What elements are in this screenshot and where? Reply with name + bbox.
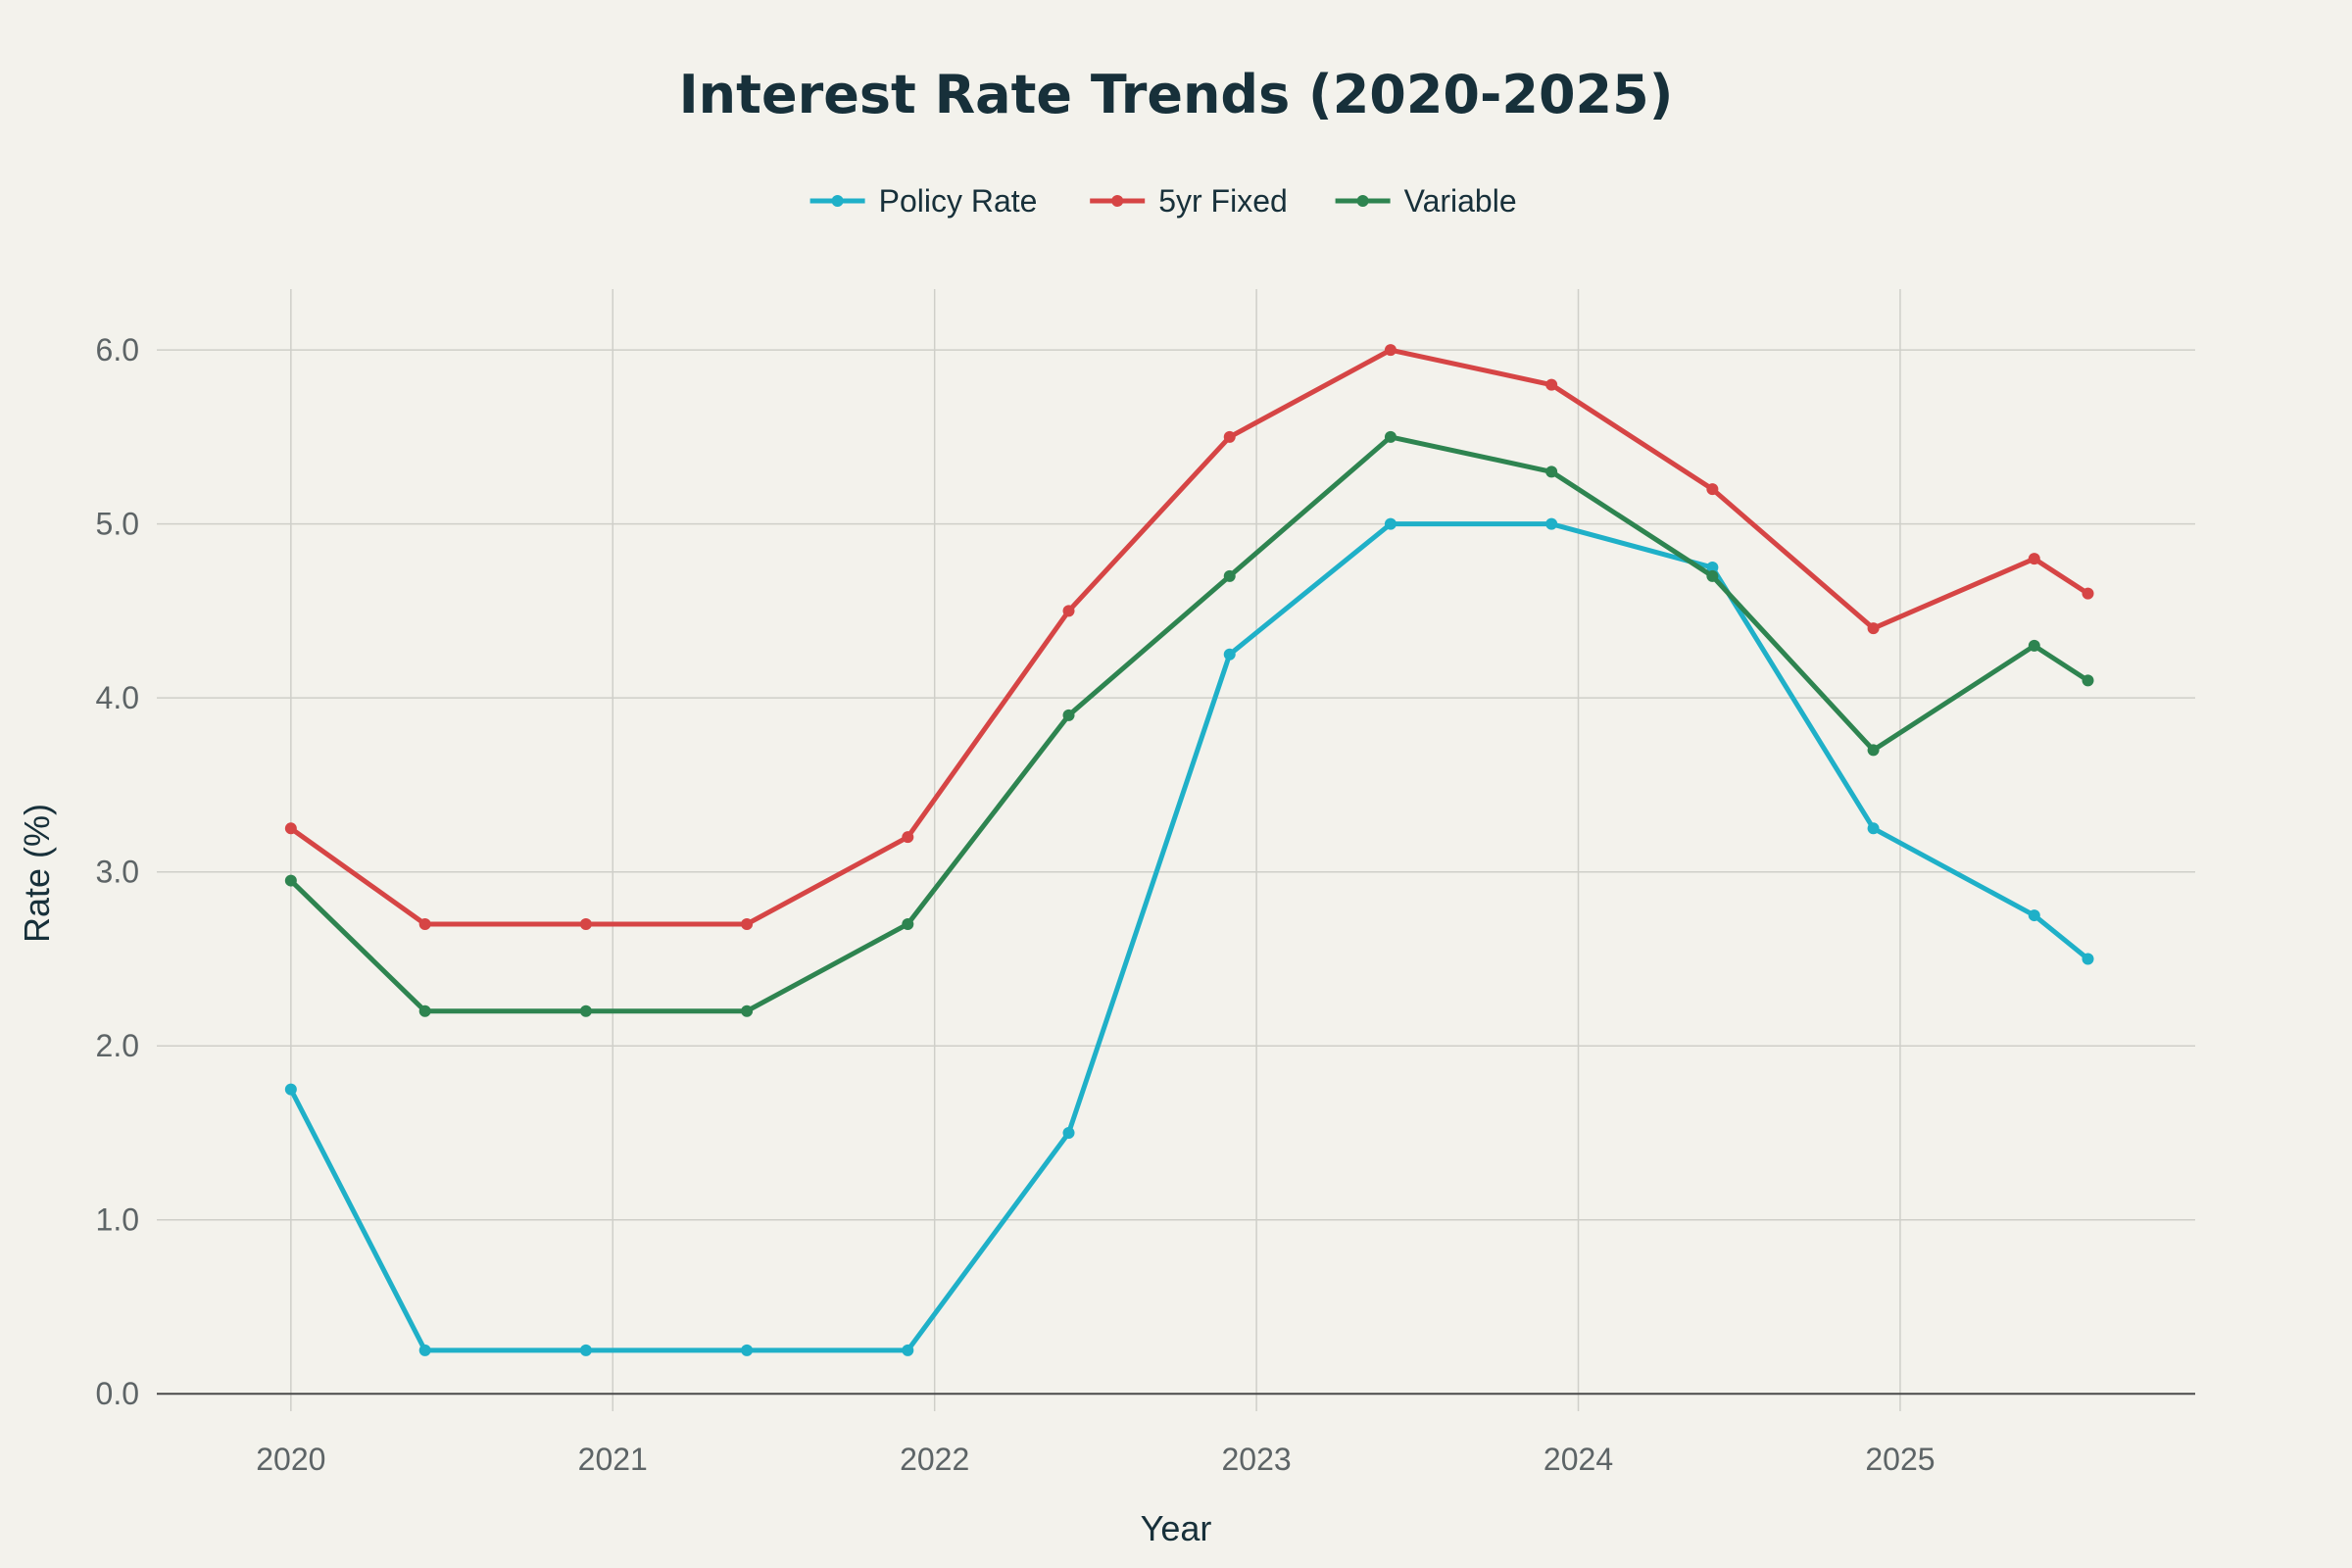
series-5yr-fixed	[284, 344, 2094, 930]
data-point	[579, 917, 592, 930]
data-point	[1867, 622, 1880, 635]
data-point	[902, 917, 914, 930]
legend: Policy Rate 5yr Fixed Variable	[809, 183, 1517, 219]
data-point	[284, 874, 297, 887]
data-point	[418, 1004, 431, 1017]
legend-label: 5yr Fixed	[1158, 183, 1288, 219]
y-tick-label: 3.0	[96, 855, 139, 890]
data-point	[1867, 822, 1880, 835]
series-variable	[284, 430, 2094, 1017]
legend-label: Variable	[1404, 183, 1517, 219]
x-axis-title: Year	[1141, 1508, 1212, 1548]
series-policy-rate	[284, 517, 2094, 1356]
legend-item: Policy Rate	[809, 183, 1038, 219]
data-point	[2028, 553, 2040, 565]
data-point	[1545, 517, 1558, 530]
data-point	[902, 831, 914, 844]
data-point	[1384, 517, 1396, 530]
grid	[157, 289, 2195, 1411]
data-point	[741, 1004, 754, 1017]
data-point	[2028, 909, 2040, 922]
chart-title: Interest Rate Trends (2020-2025)	[679, 64, 1674, 125]
x-tick-label: 2021	[578, 1442, 648, 1477]
y-axis-ticks: 0.0 1.0 2.0 3.0 4.0 5.0 6.0	[96, 332, 139, 1411]
data-point	[579, 1344, 592, 1356]
legend-item: 5yr Fixed	[1090, 183, 1288, 219]
data-point	[2082, 674, 2094, 687]
data-point	[1545, 466, 1558, 478]
x-axis-ticks: 2020 2021 2022 2023 2024 2025	[256, 1442, 1935, 1477]
y-tick-label: 6.0	[96, 332, 139, 368]
y-tick-label: 5.0	[96, 507, 139, 542]
series-lines	[284, 344, 2094, 1356]
data-point	[741, 1344, 754, 1356]
data-point	[1223, 430, 1236, 443]
data-point	[2082, 587, 2094, 600]
data-point	[1384, 430, 1396, 443]
data-point	[2082, 953, 2094, 965]
data-point	[284, 822, 297, 835]
data-point	[579, 1004, 592, 1017]
data-point	[741, 917, 754, 930]
x-tick-label: 2025	[1865, 1442, 1935, 1477]
data-point	[1867, 744, 1880, 757]
data-point	[1545, 378, 1558, 391]
data-point	[1706, 569, 1719, 582]
data-point	[2028, 639, 2040, 652]
x-tick-label: 2020	[256, 1442, 325, 1477]
series-line	[288, 347, 2091, 927]
data-point	[418, 1344, 431, 1356]
data-point	[1223, 648, 1236, 661]
legend-swatch-marker	[1111, 195, 1124, 207]
data-point	[1384, 344, 1396, 357]
x-tick-label: 2022	[900, 1442, 969, 1477]
data-point	[1706, 562, 1719, 574]
legend-label: Policy Rate	[879, 183, 1038, 219]
y-tick-label: 4.0	[96, 680, 139, 715]
data-point	[1223, 569, 1236, 582]
data-point	[1062, 709, 1075, 721]
data-point	[1062, 605, 1075, 617]
y-tick-label: 1.0	[96, 1202, 139, 1238]
x-tick-label: 2023	[1222, 1442, 1292, 1477]
data-point	[1706, 483, 1719, 496]
x-tick-label: 2024	[1544, 1442, 1613, 1477]
legend-item: Variable	[1335, 183, 1517, 219]
data-point	[1062, 1126, 1075, 1139]
data-point	[902, 1344, 914, 1356]
y-tick-label: 0.0	[96, 1376, 139, 1411]
legend-swatch-marker	[1356, 195, 1369, 207]
y-axis-title: Rate (%)	[17, 804, 57, 943]
y-tick-label: 2.0	[96, 1028, 139, 1063]
legend-swatch-marker	[831, 195, 844, 207]
series-line	[288, 521, 2091, 1353]
data-point	[418, 917, 431, 930]
data-point	[284, 1083, 297, 1096]
